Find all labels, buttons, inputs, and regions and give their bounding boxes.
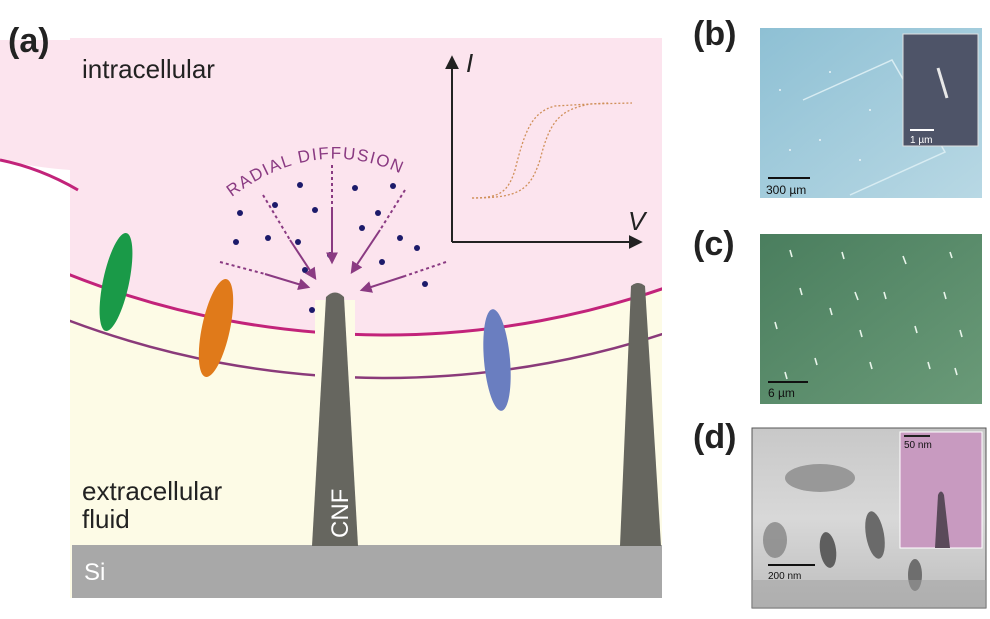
- iv-x-label: V: [628, 206, 648, 236]
- si-substrate: [72, 545, 662, 598]
- panel-c-image: [760, 234, 982, 404]
- membrane-protein-green: [99, 233, 133, 331]
- panel-b-inset-scale-label: 1 µm: [910, 135, 932, 146]
- cnf-label: CNF: [327, 489, 354, 538]
- iv-curve-2: [471, 102, 609, 199]
- panel-d-label: (d): [693, 418, 736, 456]
- membrane-protein-orange: [198, 279, 234, 377]
- panel-a-label: (a): [8, 22, 50, 60]
- diffusion-arrows: [219, 165, 447, 293]
- molecule-dots: [233, 182, 428, 313]
- panel-b-scale-label: 300 µm: [766, 183, 806, 197]
- panel-b-inset: [902, 33, 979, 147]
- panel-d-inset-fiber: [935, 491, 950, 548]
- cnf-main: [312, 292, 358, 546]
- cytoplasm-region: [70, 38, 662, 335]
- panel-c-fibers: [774, 249, 963, 380]
- panel-c: (c) 6 µm: [693, 225, 982, 404]
- panel-d-inset-scale-label: 50 nm: [904, 440, 932, 451]
- si-label: Si: [84, 559, 105, 586]
- inner-membrane: [70, 319, 662, 379]
- panel-b-inset-fiber: [936, 67, 949, 99]
- panel-c-scale-label: 6 µm: [768, 386, 795, 400]
- panel-c-label: (c): [693, 225, 735, 263]
- panel-a: RADIAL DIFFUSION I V (a) intracellular e…: [0, 22, 662, 598]
- outer-membrane: [70, 273, 662, 337]
- membrane-protein-blue: [483, 309, 511, 411]
- iv-y-label: I: [466, 48, 473, 78]
- panel-d: (d) 50 nm 200 nm: [693, 418, 987, 609]
- intracellular-label: intracellular: [82, 54, 215, 84]
- cnf-secondary: [620, 283, 661, 546]
- iv-inset: I V: [445, 48, 648, 249]
- extracellular-label-2: fluid: [82, 504, 130, 534]
- panel-b-label: (b): [693, 15, 736, 53]
- panel-b: (b) 1 µm 300 µm: [693, 15, 982, 198]
- panel-d-scale-label: 200 nm: [768, 571, 801, 582]
- extracellular-label-1: extracellular: [82, 476, 223, 506]
